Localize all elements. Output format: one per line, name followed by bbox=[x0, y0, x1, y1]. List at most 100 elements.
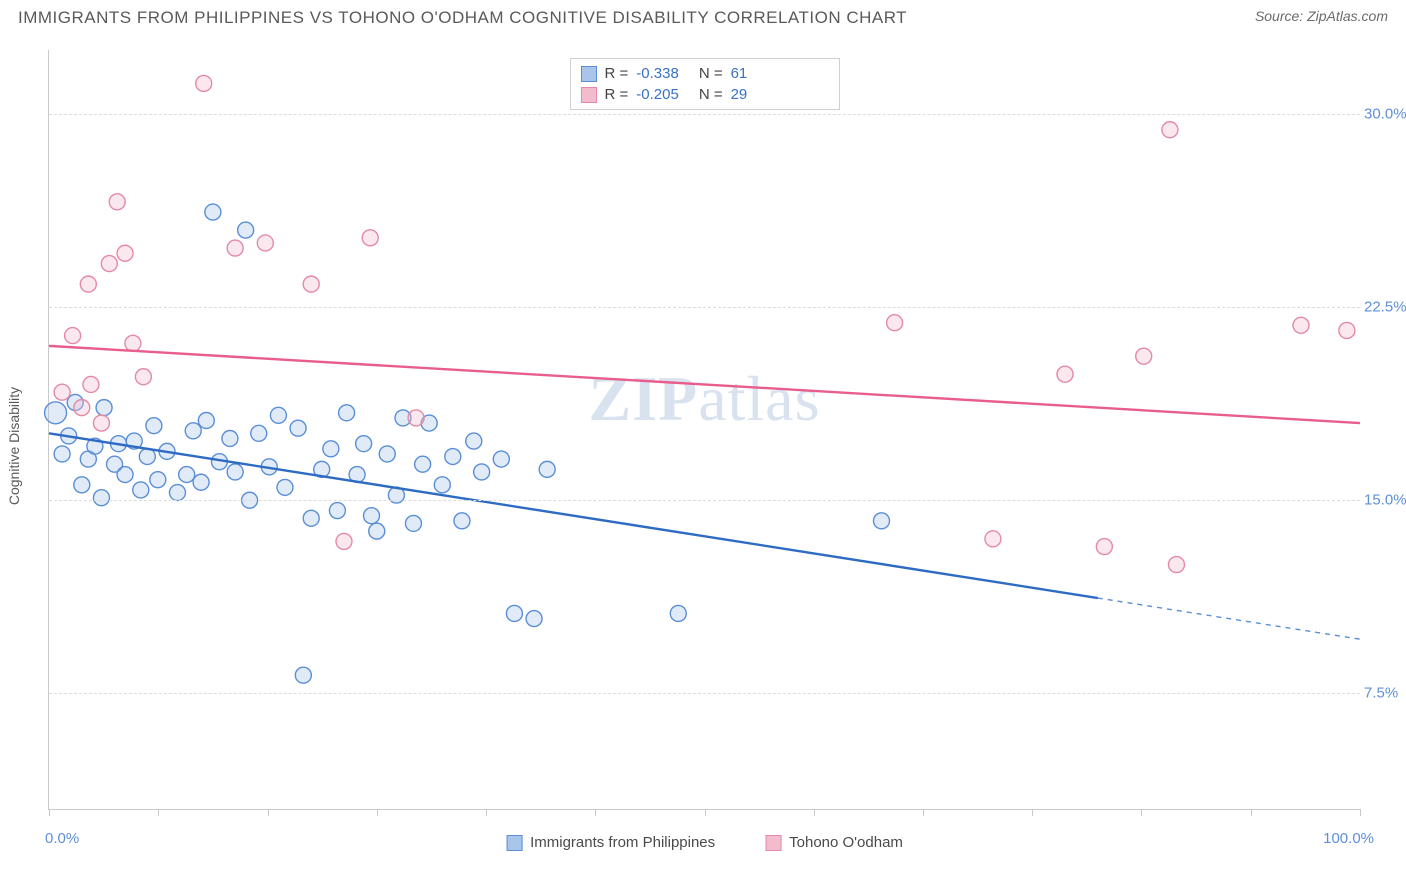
scatter-point bbox=[133, 482, 149, 498]
legend-series-name: Tohono O'odham bbox=[789, 834, 903, 851]
x-tick bbox=[595, 809, 596, 816]
scatter-point bbox=[1168, 557, 1184, 573]
y-tick-label: 7.5% bbox=[1364, 685, 1406, 702]
scatter-point bbox=[74, 477, 90, 493]
x-tick bbox=[158, 809, 159, 816]
scatter-point bbox=[150, 472, 166, 488]
scatter-point bbox=[117, 245, 133, 261]
scatter-point bbox=[454, 513, 470, 529]
scatter-point bbox=[364, 508, 380, 524]
trend-line bbox=[49, 346, 1360, 423]
scatter-point bbox=[101, 256, 117, 272]
x-tick bbox=[49, 809, 50, 816]
x-tick bbox=[1141, 809, 1142, 816]
scatter-point bbox=[125, 335, 141, 351]
y-axis-label-wrap: Cognitive Disability bbox=[0, 0, 48, 892]
x-tick bbox=[268, 809, 269, 816]
grid-line bbox=[49, 114, 1360, 115]
y-axis-label: Cognitive Disability bbox=[6, 387, 22, 505]
legend-n-value: 29 bbox=[731, 84, 748, 105]
x-tick bbox=[486, 809, 487, 816]
scatter-point bbox=[135, 369, 151, 385]
scatter-point bbox=[445, 449, 461, 465]
legend-swatch bbox=[506, 835, 522, 851]
scatter-point bbox=[415, 456, 431, 472]
grid-line bbox=[49, 500, 1360, 501]
trend-line bbox=[49, 433, 1098, 598]
source-name: ZipAtlas.com bbox=[1307, 8, 1388, 24]
scatter-point bbox=[65, 328, 81, 344]
y-tick-label: 30.0% bbox=[1364, 106, 1406, 123]
x-tick bbox=[705, 809, 706, 816]
scatter-point bbox=[1162, 122, 1178, 138]
scatter-point bbox=[323, 441, 339, 457]
scatter-point bbox=[251, 425, 267, 441]
x-tick bbox=[377, 809, 378, 816]
scatter-point bbox=[290, 420, 306, 436]
scatter-point bbox=[198, 412, 214, 428]
scatter-point bbox=[539, 461, 555, 477]
source-attribution: Source: ZipAtlas.com bbox=[1255, 8, 1388, 24]
scatter-point bbox=[193, 474, 209, 490]
scatter-point bbox=[179, 467, 195, 483]
scatter-point bbox=[1339, 322, 1355, 338]
scatter-point bbox=[222, 431, 238, 447]
legend-series: Immigrants from Philippines Tohono O'odha… bbox=[506, 834, 903, 851]
scatter-point bbox=[117, 467, 133, 483]
scatter-point bbox=[379, 446, 395, 462]
legend-series-name: Immigrants from Philippines bbox=[530, 834, 715, 851]
scatter-point bbox=[257, 235, 273, 251]
scatter-point bbox=[45, 402, 67, 424]
scatter-point bbox=[466, 433, 482, 449]
x-tick bbox=[814, 809, 815, 816]
scatter-point bbox=[169, 485, 185, 501]
scatter-point bbox=[887, 315, 903, 331]
scatter-point bbox=[96, 400, 112, 416]
x-axis-min-label: 0.0% bbox=[45, 830, 79, 847]
scatter-point bbox=[408, 410, 424, 426]
chart-header: IMMIGRANTS FROM PHILIPPINES VS TOHONO O'… bbox=[0, 0, 1406, 34]
scatter-point bbox=[1136, 348, 1152, 364]
x-axis-max-label: 100.0% bbox=[1323, 830, 1374, 847]
scatter-point bbox=[238, 222, 254, 238]
scatter-point bbox=[146, 418, 162, 434]
scatter-point bbox=[362, 230, 378, 246]
scatter-point bbox=[54, 446, 70, 462]
y-tick-label: 15.0% bbox=[1364, 492, 1406, 509]
legend-r-label: R = bbox=[605, 84, 629, 105]
legend-swatch bbox=[765, 835, 781, 851]
scatter-point bbox=[526, 611, 542, 627]
scatter-point bbox=[985, 531, 1001, 547]
scatter-point bbox=[270, 407, 286, 423]
scatter-point bbox=[80, 276, 96, 292]
scatter-point bbox=[873, 513, 889, 529]
source-label: Source: bbox=[1255, 8, 1307, 24]
scatter-point bbox=[139, 449, 155, 465]
scatter-point bbox=[1057, 366, 1073, 382]
chart-title: IMMIGRANTS FROM PHILIPPINES VS TOHONO O'… bbox=[18, 8, 907, 28]
scatter-point bbox=[405, 515, 421, 531]
scatter-point bbox=[336, 533, 352, 549]
scatter-point bbox=[506, 605, 522, 621]
legend-statistics: R =-0.338N =61R =-0.205N =29 bbox=[570, 58, 840, 110]
x-tick bbox=[1360, 809, 1361, 816]
legend-series-item: Immigrants from Philippines bbox=[506, 834, 715, 851]
scatter-point bbox=[369, 523, 385, 539]
y-tick-label: 22.5% bbox=[1364, 299, 1406, 316]
scatter-point bbox=[356, 436, 372, 452]
scatter-point bbox=[109, 194, 125, 210]
legend-series-item: Tohono O'odham bbox=[765, 834, 903, 851]
legend-n-value: 61 bbox=[731, 63, 748, 84]
scatter-point bbox=[303, 276, 319, 292]
scatter-point bbox=[74, 400, 90, 416]
scatter-point bbox=[93, 490, 109, 506]
scatter-point bbox=[295, 667, 311, 683]
scatter-point bbox=[493, 451, 509, 467]
legend-n-label: N = bbox=[699, 84, 723, 105]
scatter-point bbox=[227, 240, 243, 256]
legend-swatch bbox=[581, 87, 597, 103]
scatter-point bbox=[227, 464, 243, 480]
legend-r-label: R = bbox=[605, 63, 629, 84]
chart-svg bbox=[49, 50, 1360, 809]
scatter-point bbox=[277, 479, 293, 495]
